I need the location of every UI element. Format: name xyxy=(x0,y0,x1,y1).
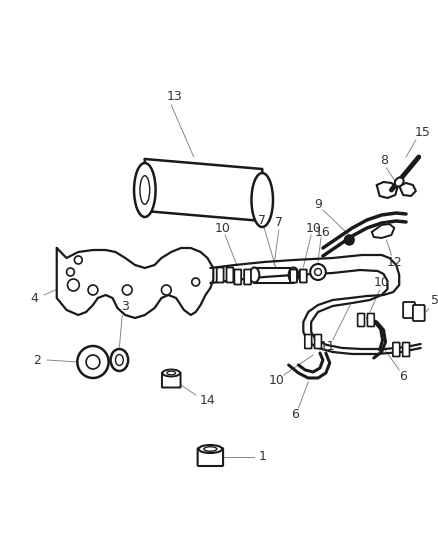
Ellipse shape xyxy=(162,369,180,376)
Text: 11: 11 xyxy=(320,341,336,353)
FancyBboxPatch shape xyxy=(403,343,410,357)
Ellipse shape xyxy=(395,177,404,187)
Text: 2: 2 xyxy=(33,353,41,367)
Polygon shape xyxy=(399,183,416,196)
Text: 1: 1 xyxy=(258,450,266,464)
Text: 4: 4 xyxy=(30,292,38,304)
Text: 6: 6 xyxy=(399,370,407,384)
Ellipse shape xyxy=(134,163,155,217)
Text: 10: 10 xyxy=(269,374,285,386)
Polygon shape xyxy=(254,268,293,283)
Text: 5: 5 xyxy=(431,294,438,306)
Ellipse shape xyxy=(251,173,273,227)
Circle shape xyxy=(122,285,132,295)
Text: 3: 3 xyxy=(121,301,129,313)
FancyBboxPatch shape xyxy=(358,313,364,327)
Text: 7: 7 xyxy=(258,214,266,227)
Circle shape xyxy=(192,278,200,286)
Ellipse shape xyxy=(110,349,128,371)
FancyBboxPatch shape xyxy=(413,305,425,321)
Text: 13: 13 xyxy=(166,91,182,103)
FancyBboxPatch shape xyxy=(162,373,180,387)
Polygon shape xyxy=(145,159,262,221)
Text: 15: 15 xyxy=(415,126,431,140)
Ellipse shape xyxy=(198,445,222,453)
Text: 8: 8 xyxy=(381,154,389,166)
Circle shape xyxy=(67,279,79,291)
Text: 9: 9 xyxy=(314,198,322,211)
Circle shape xyxy=(162,285,171,295)
Circle shape xyxy=(74,256,82,264)
Text: 10: 10 xyxy=(305,222,321,235)
Circle shape xyxy=(88,285,98,295)
Circle shape xyxy=(67,268,74,276)
Circle shape xyxy=(86,355,100,369)
Ellipse shape xyxy=(140,176,150,204)
FancyBboxPatch shape xyxy=(314,335,321,349)
FancyBboxPatch shape xyxy=(305,335,312,349)
FancyBboxPatch shape xyxy=(226,268,233,282)
Polygon shape xyxy=(377,182,397,198)
Text: 14: 14 xyxy=(200,393,215,407)
FancyBboxPatch shape xyxy=(300,270,307,282)
Text: 16: 16 xyxy=(315,225,331,238)
FancyBboxPatch shape xyxy=(290,270,297,282)
Ellipse shape xyxy=(204,447,217,451)
Polygon shape xyxy=(372,224,394,238)
Circle shape xyxy=(314,269,321,276)
Text: 7: 7 xyxy=(275,216,283,230)
Ellipse shape xyxy=(289,268,298,282)
Circle shape xyxy=(344,235,354,245)
Circle shape xyxy=(310,264,326,280)
Ellipse shape xyxy=(250,268,259,282)
FancyBboxPatch shape xyxy=(244,270,251,285)
FancyBboxPatch shape xyxy=(367,313,374,327)
Circle shape xyxy=(77,346,109,378)
Text: 12: 12 xyxy=(386,255,402,269)
Ellipse shape xyxy=(167,372,176,375)
FancyBboxPatch shape xyxy=(234,270,241,285)
FancyBboxPatch shape xyxy=(403,302,415,318)
Text: 6: 6 xyxy=(292,408,300,422)
FancyBboxPatch shape xyxy=(217,268,223,282)
FancyBboxPatch shape xyxy=(198,448,223,466)
Polygon shape xyxy=(57,248,213,318)
Text: 10: 10 xyxy=(215,222,231,235)
Ellipse shape xyxy=(116,354,123,366)
Text: 10: 10 xyxy=(374,277,389,289)
FancyBboxPatch shape xyxy=(393,343,400,357)
